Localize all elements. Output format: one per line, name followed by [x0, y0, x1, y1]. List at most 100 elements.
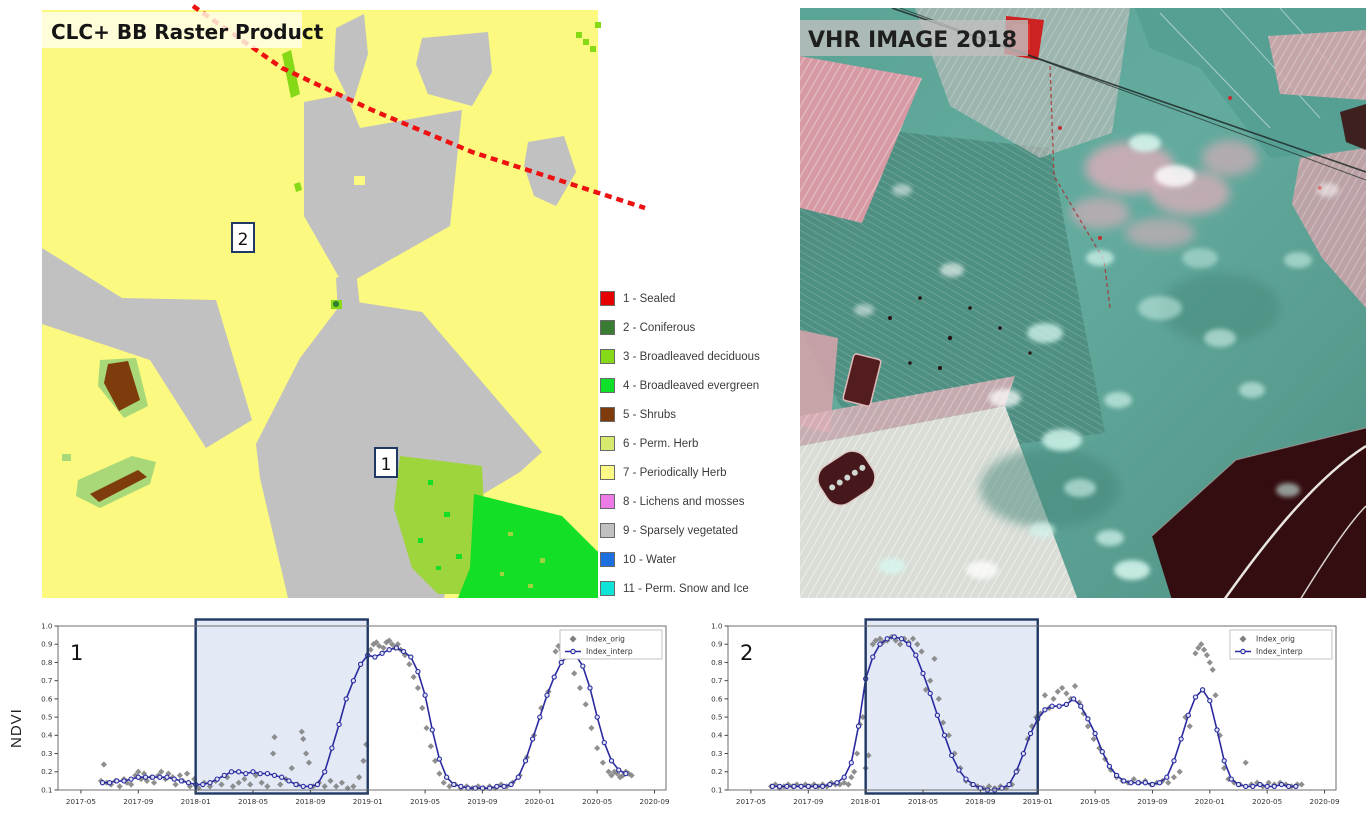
legend-item-label: 11 - Perm. Snow and Ice	[623, 582, 749, 595]
svg-text:0.1: 0.1	[711, 785, 722, 794]
svg-text:2020-01: 2020-01	[525, 797, 555, 806]
legend-item-label: 3 - Broadleaved deciduous	[623, 350, 760, 363]
legend-item-label: 7 - Periodically Herb	[623, 466, 727, 479]
svg-text:0.4: 0.4	[41, 731, 53, 740]
svg-text:2018-09: 2018-09	[965, 797, 995, 806]
legend-item-11: 11 - Perm. Snow and Ice	[600, 574, 800, 603]
chart-legend-box	[1229, 629, 1333, 660]
map-class-broadleaved-areas	[394, 456, 598, 598]
map-title: CLC+ BB Raster Product	[51, 20, 324, 44]
svg-text:2020-09: 2020-09	[1310, 797, 1340, 806]
svg-text:0.9: 0.9	[41, 640, 53, 649]
legend-swatch	[600, 320, 615, 335]
legend-item-label: 8 - Lichens and mosses	[623, 495, 745, 508]
legend-item-2: 2 - Coniferous	[600, 313, 800, 342]
map-class-shrubs	[62, 358, 156, 508]
svg-text:0.6: 0.6	[711, 694, 723, 703]
svg-text:0.3: 0.3	[41, 749, 52, 758]
legend-swatch	[600, 581, 615, 596]
legend-swatch	[600, 494, 615, 509]
svg-text:0.7: 0.7	[41, 676, 52, 685]
legend-item-label: 1 - Sealed	[623, 292, 676, 305]
legend-item-label: 9 - Sparsely vegetated	[623, 524, 739, 537]
map-marker-2-label: 2	[238, 230, 249, 250]
svg-text:0.9: 0.9	[711, 640, 723, 649]
legend-entry-index-orig: Index_orig	[586, 635, 625, 644]
svg-text:2019-05: 2019-05	[1080, 797, 1110, 806]
svg-text:2018-05: 2018-05	[238, 797, 268, 806]
map-yellow-hole	[354, 176, 365, 185]
legend-swatch	[600, 465, 615, 480]
svg-text:2018-09: 2018-09	[295, 797, 325, 806]
vhr-farm-buildings	[817, 296, 1032, 506]
svg-text:2018-01: 2018-01	[181, 797, 211, 806]
legend-item-label: 10 - Water	[623, 553, 677, 566]
legend-item-label: 5 - Shrubs	[623, 408, 677, 421]
svg-text:0.5: 0.5	[41, 713, 52, 722]
clc-raster-map: CLC+ BB Raster Product 2 1	[42, 4, 646, 598]
svg-text:0.4: 0.4	[711, 731, 723, 740]
vhr-satellite-image: VHR IMAGE 2018	[800, 8, 1366, 598]
map-green-specks	[282, 22, 601, 309]
legend-swatch	[600, 349, 615, 364]
map-class-legend: 1 - Sealed 2 - Coniferous 3 - Broadleaved …	[600, 284, 800, 603]
legend-swatch	[600, 378, 615, 393]
ndvi-chart-point-1: 0.1 0.2 0.3 0.4 0.5 0.6 0.7 0.8 0.9 1.0 2017-05 201…	[41, 618, 670, 806]
legend-item-5: 5 - Shrubs	[600, 400, 800, 429]
legend-swatch	[600, 291, 615, 306]
legend-entry-index-orig: Index_orig	[1256, 635, 1295, 644]
svg-text:1.0: 1.0	[41, 621, 53, 630]
svg-text:0.8: 0.8	[41, 658, 53, 667]
svg-text:2019-01: 2019-01	[353, 797, 383, 806]
vhr-title: VHR IMAGE 2018	[808, 28, 1017, 53]
svg-text:2018-05: 2018-05	[908, 797, 938, 806]
svg-text:2019-09: 2019-09	[1137, 797, 1167, 806]
ndvi-axis-label: NDVI	[8, 708, 25, 748]
panel-number: 2	[740, 641, 753, 665]
highlight-region-2018	[195, 619, 368, 794]
svg-text:0.2: 0.2	[711, 767, 722, 776]
panel-number: 1	[70, 641, 83, 665]
svg-text:0.6: 0.6	[41, 694, 53, 703]
legend-item-7: 7 - Periodically Herb	[600, 458, 800, 487]
svg-text:0.3: 0.3	[711, 749, 722, 758]
vhr-dark-forest	[1151, 104, 1366, 598]
legend-item-9: 9 - Sparsely vegetated	[600, 516, 800, 545]
svg-text:2020-05: 2020-05	[1252, 797, 1282, 806]
svg-text:2017-09: 2017-09	[793, 797, 823, 806]
legend-item-6: 6 - Perm. Herb	[600, 429, 800, 458]
legend-swatch	[600, 436, 615, 451]
svg-text:2017-05: 2017-05	[736, 797, 766, 806]
svg-text:0.5: 0.5	[711, 713, 722, 722]
map-marker-2: 2	[231, 222, 255, 253]
svg-text:2019-01: 2019-01	[1023, 797, 1053, 806]
svg-text:2017-09: 2017-09	[123, 797, 153, 806]
map-marker-1: 1	[374, 447, 398, 478]
legend-item-label: 6 - Perm. Herb	[623, 437, 699, 450]
chart-legend-box	[559, 629, 663, 660]
map-title-background	[42, 12, 302, 48]
legend-swatch	[600, 552, 615, 567]
svg-text:2019-09: 2019-09	[467, 797, 497, 806]
legend-swatch	[600, 407, 615, 422]
legend-item-3: 3 - Broadleaved deciduous	[600, 342, 800, 371]
svg-text:2019-05: 2019-05	[410, 797, 440, 806]
legend-entry-index-interp: Index_interp	[1256, 647, 1303, 656]
svg-text:2020-05: 2020-05	[582, 797, 612, 806]
svg-text:0.7: 0.7	[711, 676, 722, 685]
legend-item-label: 2 - Coniferous	[623, 321, 696, 334]
ndvi-chart-point-2: 0.1 0.2 0.3 0.4 0.5 0.6 0.7 0.8 0.9 1.0 2017-05 201…	[711, 618, 1340, 806]
legend-item-label: 4 - Broadleaved evergreen	[623, 379, 760, 392]
highlight-region-2018	[865, 619, 1038, 794]
legend-swatch	[600, 523, 615, 538]
legend-item-4: 4 - Broadleaved evergreen	[600, 371, 800, 400]
svg-text:2020-01: 2020-01	[1195, 797, 1225, 806]
legend-entry-index-interp: Index_interp	[586, 647, 633, 656]
svg-text:0.1: 0.1	[41, 785, 52, 794]
svg-text:1.0: 1.0	[711, 621, 723, 630]
svg-text:0.2: 0.2	[41, 767, 52, 776]
svg-text:2017-05: 2017-05	[66, 797, 96, 806]
legend-item-10: 10 - Water	[600, 545, 800, 574]
legend-item-8: 8 - Lichens and mosses	[600, 487, 800, 516]
